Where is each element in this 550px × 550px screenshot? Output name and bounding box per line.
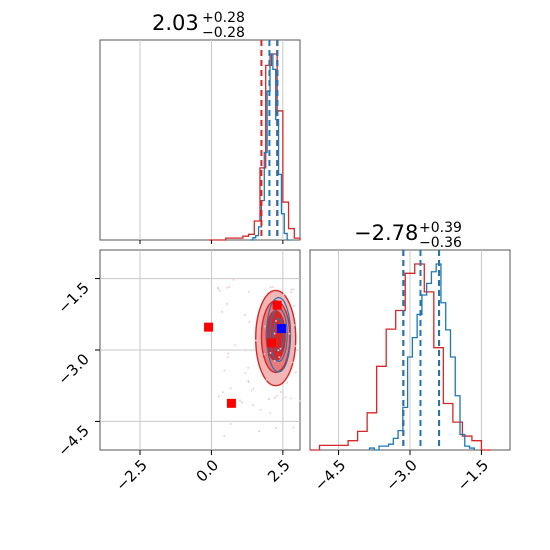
red-marker-1 — [204, 322, 214, 332]
scatter-ytick-label-0: −4.5 — [54, 422, 92, 460]
red-marker-3 — [266, 338, 276, 348]
faint-point-56 — [290, 397, 292, 400]
faint-point-40 — [282, 293, 285, 296]
faint-point-6 — [284, 396, 287, 399]
faint-point-39 — [244, 372, 247, 374]
faint-point-26 — [272, 286, 274, 288]
faint-point-37 — [275, 395, 278, 397]
faint-point-52 — [223, 435, 226, 438]
faint-point-20 — [277, 293, 280, 296]
faint-point-48 — [290, 291, 293, 294]
faint-point-12 — [293, 324, 296, 326]
faint-point-42 — [223, 369, 226, 372]
faint-point-28 — [250, 389, 253, 392]
quantile-lines — [260, 40, 441, 450]
faint-point-9 — [273, 359, 276, 362]
faint-point-15 — [247, 381, 250, 384]
scatter-ytick-label-2: −1.5 — [54, 279, 92, 317]
faint-point-29 — [247, 367, 249, 369]
faint-point-65 — [234, 344, 237, 346]
scatter-ytick-label-1: −3.0 — [54, 350, 92, 388]
faint-point-30 — [244, 349, 247, 352]
faint-point-22 — [263, 353, 266, 355]
faint-point-14 — [292, 288, 295, 291]
faint-point-43 — [229, 423, 232, 425]
scatter-xtick-label-0: −2.5 — [112, 456, 150, 494]
truth-markers — [204, 300, 286, 408]
faint-point-25 — [247, 379, 250, 382]
title-param1: 2.03 +0.28 −0.28 — [152, 10, 245, 41]
faint-point-49 — [290, 288, 293, 291]
faint-point-34 — [269, 352, 272, 354]
scatter-xtick-label-2: 2.5 — [264, 456, 294, 486]
faint-point-41 — [226, 303, 228, 305]
faint-point-53 — [268, 398, 270, 400]
faint-point-66 — [221, 311, 224, 313]
faint-point-10 — [293, 304, 296, 307]
faint-point-3 — [244, 313, 247, 316]
faint-point-54 — [278, 356, 281, 359]
faint-point-62 — [232, 278, 235, 281]
faint-point-36 — [294, 371, 297, 374]
faint-point-32 — [292, 361, 294, 364]
scatter-xtick-label-1: 0.0 — [193, 456, 223, 486]
hist-param1-red — [208, 53, 301, 241]
faint-point-1 — [241, 401, 243, 404]
faint-point-38 — [265, 378, 268, 381]
faint-point-68 — [258, 430, 261, 433]
faint-point-59 — [217, 287, 219, 290]
faint-point-58 — [226, 356, 229, 359]
red-marker-0 — [272, 300, 282, 310]
faint-point-27 — [259, 408, 262, 411]
faint-point-7 — [248, 321, 250, 323]
faint-point-55 — [274, 397, 276, 399]
faint-point-33 — [288, 332, 291, 335]
hist-param2-blue — [368, 263, 475, 451]
scatter-points — [217, 278, 302, 438]
faint-point-4 — [279, 347, 282, 350]
faint-point-51 — [218, 395, 220, 398]
faint-point-24 — [292, 426, 295, 429]
hist-param2-red — [310, 263, 491, 451]
faint-point-17 — [229, 387, 232, 390]
faint-point-19 — [294, 345, 297, 348]
title-param2-minus: −0.36 — [419, 235, 462, 251]
faint-point-0 — [217, 286, 219, 289]
faint-point-21 — [222, 391, 224, 394]
title-param2-value: −2.78 — [354, 221, 418, 245]
title-param2-plus: +0.39 — [419, 220, 462, 236]
blue-marker — [276, 324, 286, 334]
title-param1-minus: −0.28 — [202, 25, 245, 41]
red-marker-2 — [226, 398, 236, 408]
faint-point-69 — [226, 286, 228, 289]
faint-point-46 — [255, 339, 257, 342]
red-contour-2 — [265, 310, 286, 362]
faint-point-61 — [218, 289, 221, 292]
title-param2: −2.78 +0.39 −0.36 — [354, 220, 462, 251]
faint-point-2 — [277, 349, 280, 352]
faint-point-8 — [274, 426, 277, 429]
title-param1-plus: +0.28 — [202, 10, 245, 26]
faint-point-45 — [269, 412, 272, 414]
blue-contour-0 — [265, 297, 292, 373]
faint-point-50 — [280, 391, 282, 393]
faint-point-18 — [252, 387, 255, 390]
right-xtick-label-1: −3.0 — [382, 456, 420, 494]
right-xtick-label-2: −1.5 — [454, 456, 492, 494]
faint-point-63 — [263, 325, 266, 328]
faint-point-47 — [228, 286, 231, 289]
faint-point-23 — [252, 404, 254, 407]
faint-point-67 — [275, 320, 277, 322]
faint-point-11 — [227, 352, 229, 355]
faint-point-5 — [273, 332, 276, 335]
faint-point-60 — [269, 286, 272, 289]
faint-point-35 — [258, 324, 261, 326]
faint-point-64 — [239, 399, 241, 402]
faint-point-16 — [286, 381, 289, 384]
title-param1-value: 2.03 — [152, 11, 199, 35]
faint-point-57 — [248, 290, 250, 293]
faint-point-44 — [299, 400, 302, 402]
right-xtick-label-0: −4.5 — [311, 456, 349, 494]
